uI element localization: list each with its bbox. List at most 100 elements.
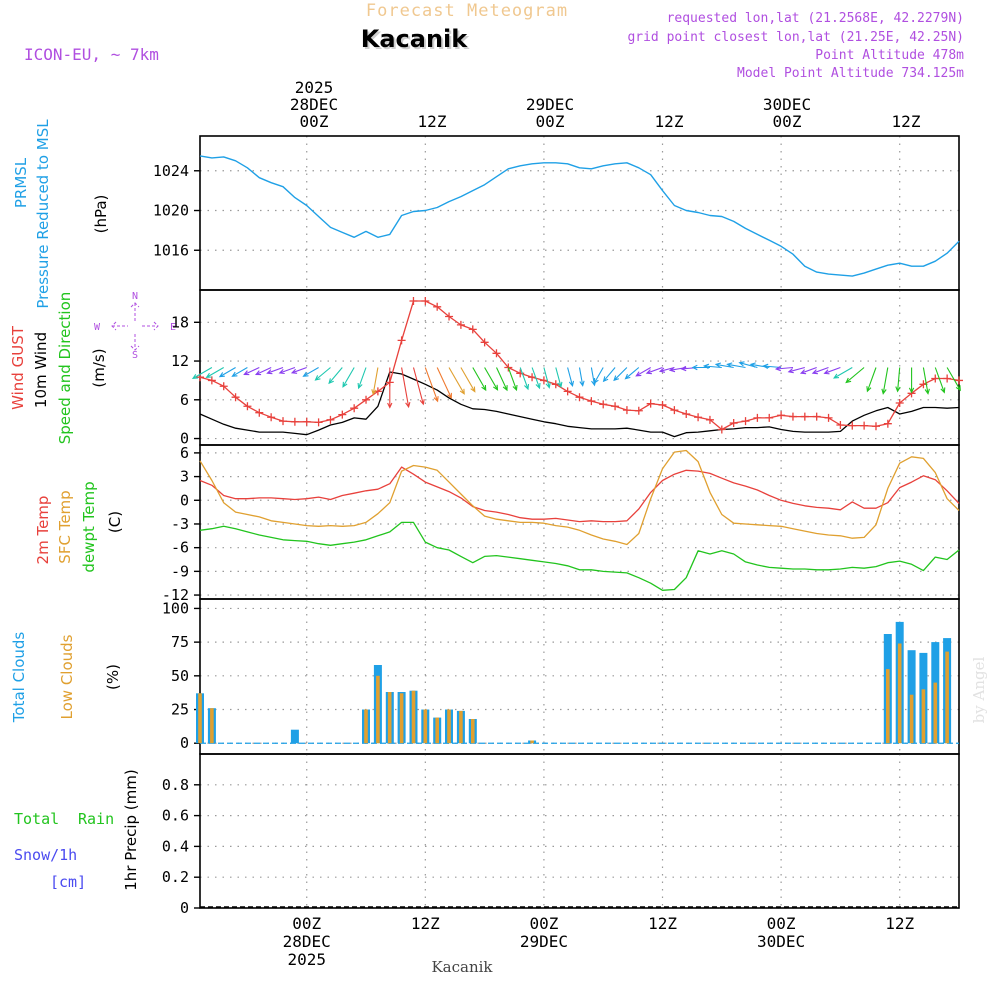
low-cloud-bar [387,692,392,744]
low-cloud-bar [921,689,926,744]
wind-direction-arrow [314,367,331,381]
top-time-label: 28DEC [290,95,338,114]
low-cloud-bar [376,675,380,744]
wind-direction-arrow [412,367,425,406]
compass-west: W [94,322,101,333]
top-time-label: 00Z [773,112,802,131]
wind-direction-arrow [278,366,296,375]
temp-label: SFC Temp [56,490,74,563]
wind-direction-arrow [531,367,541,390]
wind-direction-arrow [578,367,585,387]
top-time-label: 00Z [300,112,329,131]
gust-marker [694,413,703,422]
bottom-time-label: 00Z [767,914,796,933]
gust-marker [943,374,952,383]
bottom-time-label: 29DEC [520,932,568,951]
wind-direction-arrow [934,367,946,394]
wind-direction-arrow [424,367,439,403]
temperature-panel: -12 -9 -6 -3 0 3 6 [162,444,960,604]
low-cloud-bar [411,690,416,744]
gust-marker [848,421,857,430]
top-time-label: 12Z [892,112,921,131]
wind-direction-arrow [895,367,901,393]
wind-direction-arrow [787,366,805,374]
gust-marker [575,393,584,402]
gust-marker [397,336,406,345]
gust-marker [611,402,620,411]
low-cloud-bar [530,740,534,744]
gust-marker [765,413,774,422]
wind-direction-arrow [922,367,930,395]
wind-direction-arrow [774,365,794,372]
wind-direction-arrow [472,367,487,392]
gust-marker [314,418,323,427]
gust-marker [883,419,892,428]
gust-marker [836,420,845,429]
wind-direction-arrow [218,367,236,378]
wind-direction-arrow [371,367,379,396]
wind-direction-arrow [401,367,411,409]
precip-panel: 0 0.2 0.4 0.6 0.8 [162,753,960,917]
temperature-panel-labels: 2m Temp SFC Temp dewpt Temp (C) [34,481,124,572]
gust-marker [445,312,454,321]
compass-arrow [111,321,128,331]
gust-marker [658,400,667,409]
gust-marker [267,413,276,422]
wind-direction-arrow [387,367,393,409]
temp-label: dewpt Temp [80,481,98,572]
wind-direction-arrow [593,367,604,385]
low-cloud-bar [435,717,439,744]
wind-direction-arrow [484,367,499,391]
wind-direction-arrow [290,366,307,374]
wind-direction-arrow [845,367,865,384]
station-name: Kacanik [361,25,469,53]
pressure-panel: 1016 1020 1024 [153,135,960,291]
precip-panel-labels: Total Rain Snow/1h [cm] 1hr Precip (mm) [14,769,140,891]
gust-marker [255,408,264,417]
gust-marker [955,376,963,385]
y-tick-label: 50 [171,667,189,685]
wind-direction-arrow [543,367,551,389]
low-cloud-bar [364,709,368,744]
low-cloud-bar [210,708,214,744]
gust-marker [788,412,797,421]
wind-direction-arrow [266,366,284,375]
wind-compass: N W E S [94,291,176,361]
bottom-time-label: 2025 [287,950,326,969]
gust-marker [622,406,631,415]
y-tick-label: 0.6 [162,807,189,825]
bottom-time-label: 28DEC [283,932,331,951]
wind-direction-arrow [231,367,248,377]
wind-direction-arrow [908,367,915,394]
wind-direction-arrow [635,367,651,377]
gust-marker [682,410,691,418]
pressure-unit: (hPa) [92,195,110,234]
panel-frame [199,598,960,755]
gust-marker [421,296,430,305]
y-tick-label: 0 [180,430,189,448]
wind-direction-arrow [448,367,465,395]
y-tick-label: 0 [180,491,189,509]
station-name-shadow: Kacanik [363,27,471,55]
wind-direction-arrow [460,367,476,393]
y-tick-label: 12 [171,352,189,370]
gust-marker [599,400,608,409]
pressure-label: Pressure Reduced to MSL [34,119,52,309]
wind-direction-arrow [436,367,452,400]
y-tick-label: 1020 [153,202,189,220]
top-time-label: 2025 [295,78,334,97]
wind-direction-arrow [567,367,575,388]
y-tick-label: 100 [162,599,189,617]
gust-marker [433,302,442,311]
compass-arrow [142,321,159,331]
gust-marker [243,402,252,411]
gust-marker [587,397,596,406]
footer-station: Kacanik [431,958,493,976]
low-cloud-bar [198,693,202,744]
total-cloud-bar [290,729,299,744]
y-tick-label: 1024 [153,162,189,180]
wind-direction-arrow [866,367,877,393]
clouds-panel: 0 25 50 75 100 [162,598,960,755]
